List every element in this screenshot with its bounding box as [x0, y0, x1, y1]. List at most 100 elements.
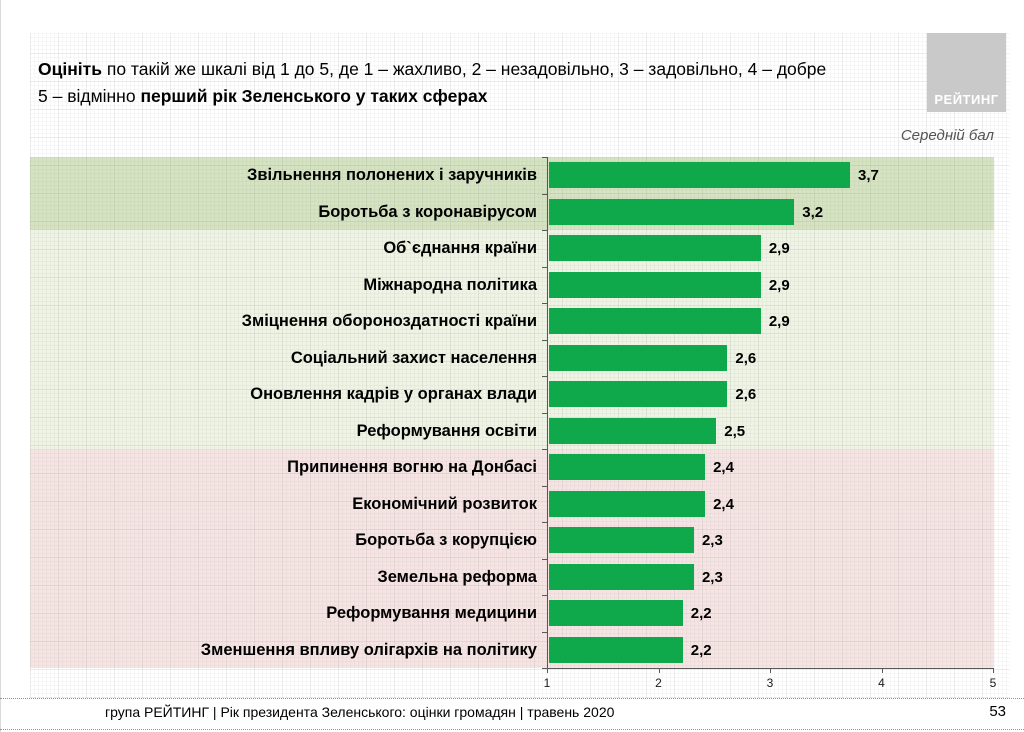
- value-label: 2,9: [768, 276, 790, 294]
- chart-row: Земельна реформа 2,3: [30, 559, 994, 596]
- value-label: 2,3: [701, 532, 723, 549]
- title-line-1: Оцініть по такій же шкалі від 1 до 5, де…: [38, 56, 826, 83]
- title-plain-2: 5 – відмінно: [38, 86, 141, 106]
- value-bar: [549, 344, 728, 371]
- category-label: Економічний розвиток: [352, 494, 537, 513]
- left-edge-line: [0, 0, 1, 732]
- value-bar: [549, 381, 728, 407]
- y-axis-line: [547, 157, 548, 672]
- logo-text: РЕЙТИНГ: [934, 92, 999, 107]
- value-bar: [549, 308, 761, 334]
- bottom-edge-line: [0, 729, 1024, 730]
- category-axis-tick: [542, 339, 547, 341]
- category-axis-tick: [542, 412, 547, 414]
- category-axis-tick: [542, 558, 547, 560]
- value-bar: [549, 490, 706, 517]
- x-axis-tick: [993, 668, 994, 673]
- category-axis-tick: [542, 485, 547, 487]
- category-label: Об`єднання країни: [383, 239, 537, 257]
- value-label: 3,7: [858, 167, 879, 184]
- category-axis-tick: [542, 631, 547, 633]
- category-axis-tick: [542, 449, 547, 450]
- x-tick-label: 3: [766, 676, 774, 690]
- value-bar: [549, 417, 717, 444]
- category-axis-tick: [542, 230, 547, 231]
- category-label: Припинення вогню на Донбасі: [287, 458, 537, 476]
- x-tick-label: 2: [655, 676, 662, 690]
- chart-row: Міжнародна політика 2,9: [30, 267, 994, 304]
- rating-group-logo: РЕЙТИНГ: [927, 33, 1006, 112]
- footer-source-text: група РЕЙТИНГ | Рік президента Зеленсько…: [105, 704, 615, 720]
- value-label: 2,6: [735, 349, 757, 367]
- category-label: Оновлення кадрів у органах влади: [250, 385, 537, 403]
- chart-row: Реформування медицини 2,2: [30, 595, 994, 632]
- chart-row: Зменшення впливу олігархів на політику 2,…: [30, 632, 994, 669]
- footer-divider-line: [0, 698, 1024, 699]
- bar-chart: Звільнення полонених і заручників 3,7 Боро…: [30, 33, 1010, 698]
- title-line-2: 5 – відмінно перший рік Зеленського у та…: [38, 83, 826, 110]
- title-bold-2: перший рік Зеленського у таких сферах: [140, 86, 488, 106]
- x-tick-label: 5: [989, 676, 997, 690]
- title-rest-1: по такій же шкалі від 1 до 5, де 1 – жах…: [102, 59, 827, 79]
- category-label: Міжнародна політика: [363, 275, 537, 294]
- value-label: 2,2: [690, 605, 712, 622]
- band-layer: [30, 33, 1010, 698]
- value-bar: [549, 271, 761, 298]
- value-bar: [549, 636, 683, 663]
- average-score-label: Середній бал: [900, 127, 994, 144]
- category-label: Зміцнення обороноздатності країни: [241, 312, 537, 330]
- category-axis-tick: [542, 595, 547, 596]
- x-axis-tick: [658, 668, 660, 673]
- value-label: 2,2: [690, 641, 712, 659]
- row-band: [30, 230, 994, 449]
- category-axis-tick: [542, 303, 547, 304]
- value-bar: [549, 454, 706, 480]
- category-label: Боротьба з корупцією: [355, 531, 537, 549]
- x-tick-label: 1: [543, 676, 551, 690]
- category-label: Реформування освіти: [356, 421, 537, 440]
- value-label: 2,5: [724, 422, 746, 440]
- value-label: 3,2: [802, 203, 824, 221]
- x-axis-tick: [770, 668, 771, 673]
- value-label: 2,9: [768, 313, 790, 330]
- value-label: 2,4: [713, 459, 734, 476]
- category-axis-tick: [542, 668, 547, 669]
- value-bar: [549, 563, 694, 590]
- category-label: Соціальний захист населення: [290, 348, 537, 367]
- x-tick-label: 4: [878, 676, 885, 690]
- category-label: Реформування медицини: [326, 604, 537, 622]
- value-label: 2,3: [701, 568, 723, 586]
- content-area: Оцініть по такій же шкалі від 1 до 5, де…: [30, 33, 1010, 698]
- value-label: 2,6: [735, 386, 757, 403]
- chart-row: Реформування освіти 2,5: [30, 413, 994, 450]
- category-axis-tick: [542, 376, 547, 377]
- chart-row: Боротьба з корупцією 2,3: [30, 522, 994, 559]
- chart-row: Боротьба з коронавірусом 3,2: [30, 194, 994, 231]
- category-axis-tick: [542, 193, 547, 195]
- row-band: [30, 449, 994, 668]
- page-number: 53: [989, 703, 1006, 720]
- chart-row: Економічний розвиток 2,4: [30, 486, 994, 523]
- category-label: Боротьба з коронавірусом: [318, 202, 537, 221]
- value-label: 2,4: [713, 495, 734, 513]
- value-bar: [549, 600, 683, 626]
- chart-row: Соціальний захист населення 2,6: [30, 340, 994, 377]
- value-bar: [549, 162, 851, 188]
- chart-row: Зміцнення обороноздатності країни 2,9: [30, 303, 994, 340]
- chart-row: Звільнення полонених і заручників 3,7: [30, 157, 994, 194]
- value-bar: [549, 235, 761, 261]
- category-label: Звільнення полонених і заручників: [246, 166, 537, 184]
- chart-row: Оновлення кадрів у органах влади 2,6: [30, 376, 994, 413]
- slide-title: Оцініть по такій же шкалі від 1 до 5, де…: [38, 56, 826, 110]
- category-label: Земельна реформа: [377, 567, 537, 586]
- title-bold-1: Оцініть: [38, 59, 102, 79]
- category-label: Зменшення впливу олігархів на політику: [200, 640, 537, 659]
- x-axis-tick: [547, 668, 548, 673]
- value-bar: [549, 198, 795, 225]
- chart-row: Об`єднання країни 2,9: [30, 230, 994, 267]
- category-axis-tick: [542, 157, 547, 158]
- category-axis-tick: [542, 522, 547, 523]
- value-label: 2,9: [768, 240, 790, 257]
- value-bar: [549, 527, 694, 553]
